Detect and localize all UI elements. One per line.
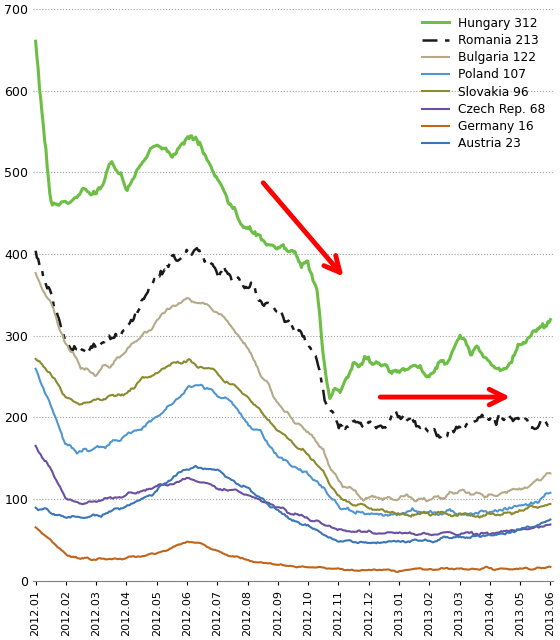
Austria 23 bbox=[237, 483, 244, 490]
Bulgaria 122 bbox=[32, 269, 39, 277]
Slovakia 96 bbox=[404, 511, 410, 518]
Slovakia 96 bbox=[94, 395, 101, 403]
Poland 107 bbox=[200, 383, 207, 391]
Romania 213 bbox=[32, 247, 39, 255]
Germany 16 bbox=[236, 554, 243, 561]
Poland 107 bbox=[408, 507, 414, 515]
Hungary 312 bbox=[547, 316, 554, 323]
Romania 213 bbox=[201, 258, 208, 266]
Austria 23 bbox=[407, 538, 413, 546]
Romania 213 bbox=[547, 420, 554, 428]
Poland 107 bbox=[94, 442, 101, 450]
Line: Poland 107: Poland 107 bbox=[36, 369, 550, 516]
Czech Rep. 68 bbox=[404, 529, 410, 537]
Bulgaria 122 bbox=[547, 470, 554, 477]
Hungary 312 bbox=[32, 37, 39, 45]
Hungary 312 bbox=[200, 150, 207, 157]
Romania 213 bbox=[194, 244, 200, 252]
Line: Bulgaria 122: Bulgaria 122 bbox=[36, 273, 550, 501]
Bulgaria 122 bbox=[407, 493, 413, 500]
Austria 23 bbox=[32, 504, 39, 511]
Hungary 312 bbox=[408, 363, 414, 371]
Czech Rep. 68 bbox=[547, 521, 554, 529]
Bulgaria 122 bbox=[404, 491, 410, 499]
Austria 23 bbox=[373, 540, 380, 547]
Germany 16 bbox=[200, 541, 207, 548]
Slovakia 96 bbox=[547, 500, 554, 508]
Line: Hungary 312: Hungary 312 bbox=[36, 41, 550, 399]
Czech Rep. 68 bbox=[356, 527, 363, 534]
Hungary 312 bbox=[94, 186, 101, 193]
Romania 213 bbox=[237, 280, 244, 287]
Romania 213 bbox=[357, 419, 364, 427]
Germany 16 bbox=[356, 567, 363, 575]
Bulgaria 122 bbox=[200, 299, 207, 307]
Czech Rep. 68 bbox=[428, 531, 435, 539]
Poland 107 bbox=[385, 512, 391, 520]
Austria 23 bbox=[201, 465, 208, 472]
Poland 107 bbox=[236, 410, 243, 417]
Slovakia 96 bbox=[236, 386, 243, 394]
Germany 16 bbox=[547, 563, 554, 571]
Slovakia 96 bbox=[200, 364, 207, 372]
Poland 107 bbox=[32, 365, 39, 372]
Austria 23 bbox=[547, 516, 554, 524]
Austria 23 bbox=[94, 511, 101, 519]
Slovakia 96 bbox=[32, 355, 39, 363]
Poland 107 bbox=[405, 508, 412, 515]
Bulgaria 122 bbox=[94, 370, 101, 378]
Poland 107 bbox=[547, 489, 554, 497]
Czech Rep. 68 bbox=[236, 488, 243, 496]
Germany 16 bbox=[405, 566, 412, 573]
Germany 16 bbox=[408, 566, 414, 573]
Germany 16 bbox=[32, 524, 39, 531]
Line: Romania 213: Romania 213 bbox=[36, 248, 550, 438]
Romania 213 bbox=[94, 343, 101, 351]
Hungary 312 bbox=[326, 395, 333, 403]
Slovakia 96 bbox=[407, 512, 413, 520]
Germany 16 bbox=[394, 568, 400, 576]
Bulgaria 122 bbox=[423, 497, 430, 505]
Austria 23 bbox=[357, 538, 364, 545]
Romania 213 bbox=[408, 411, 414, 419]
Czech Rep. 68 bbox=[32, 442, 39, 450]
Line: Austria 23: Austria 23 bbox=[36, 466, 550, 543]
Line: Germany 16: Germany 16 bbox=[36, 527, 550, 572]
Czech Rep. 68 bbox=[200, 479, 207, 486]
Line: Slovakia 96: Slovakia 96 bbox=[36, 359, 550, 518]
Romania 213 bbox=[436, 434, 443, 442]
Poland 107 bbox=[356, 508, 363, 516]
Romania 213 bbox=[405, 415, 412, 423]
Czech Rep. 68 bbox=[94, 498, 101, 506]
Bulgaria 122 bbox=[236, 333, 243, 341]
Slovakia 96 bbox=[476, 514, 483, 522]
Germany 16 bbox=[94, 555, 101, 563]
Austria 23 bbox=[192, 462, 199, 470]
Hungary 312 bbox=[236, 218, 243, 225]
Czech Rep. 68 bbox=[407, 529, 413, 536]
Austria 23 bbox=[409, 536, 416, 544]
Bulgaria 122 bbox=[356, 493, 363, 500]
Hungary 312 bbox=[357, 360, 364, 368]
Legend: Hungary 312, Romania 213, Bulgaria 122, Poland 107, Slovakia 96, Czech Rep. 68, : Hungary 312, Romania 213, Bulgaria 122, … bbox=[417, 12, 550, 156]
Line: Czech Rep. 68: Czech Rep. 68 bbox=[36, 446, 550, 535]
Hungary 312 bbox=[405, 365, 412, 372]
Slovakia 96 bbox=[356, 500, 363, 508]
